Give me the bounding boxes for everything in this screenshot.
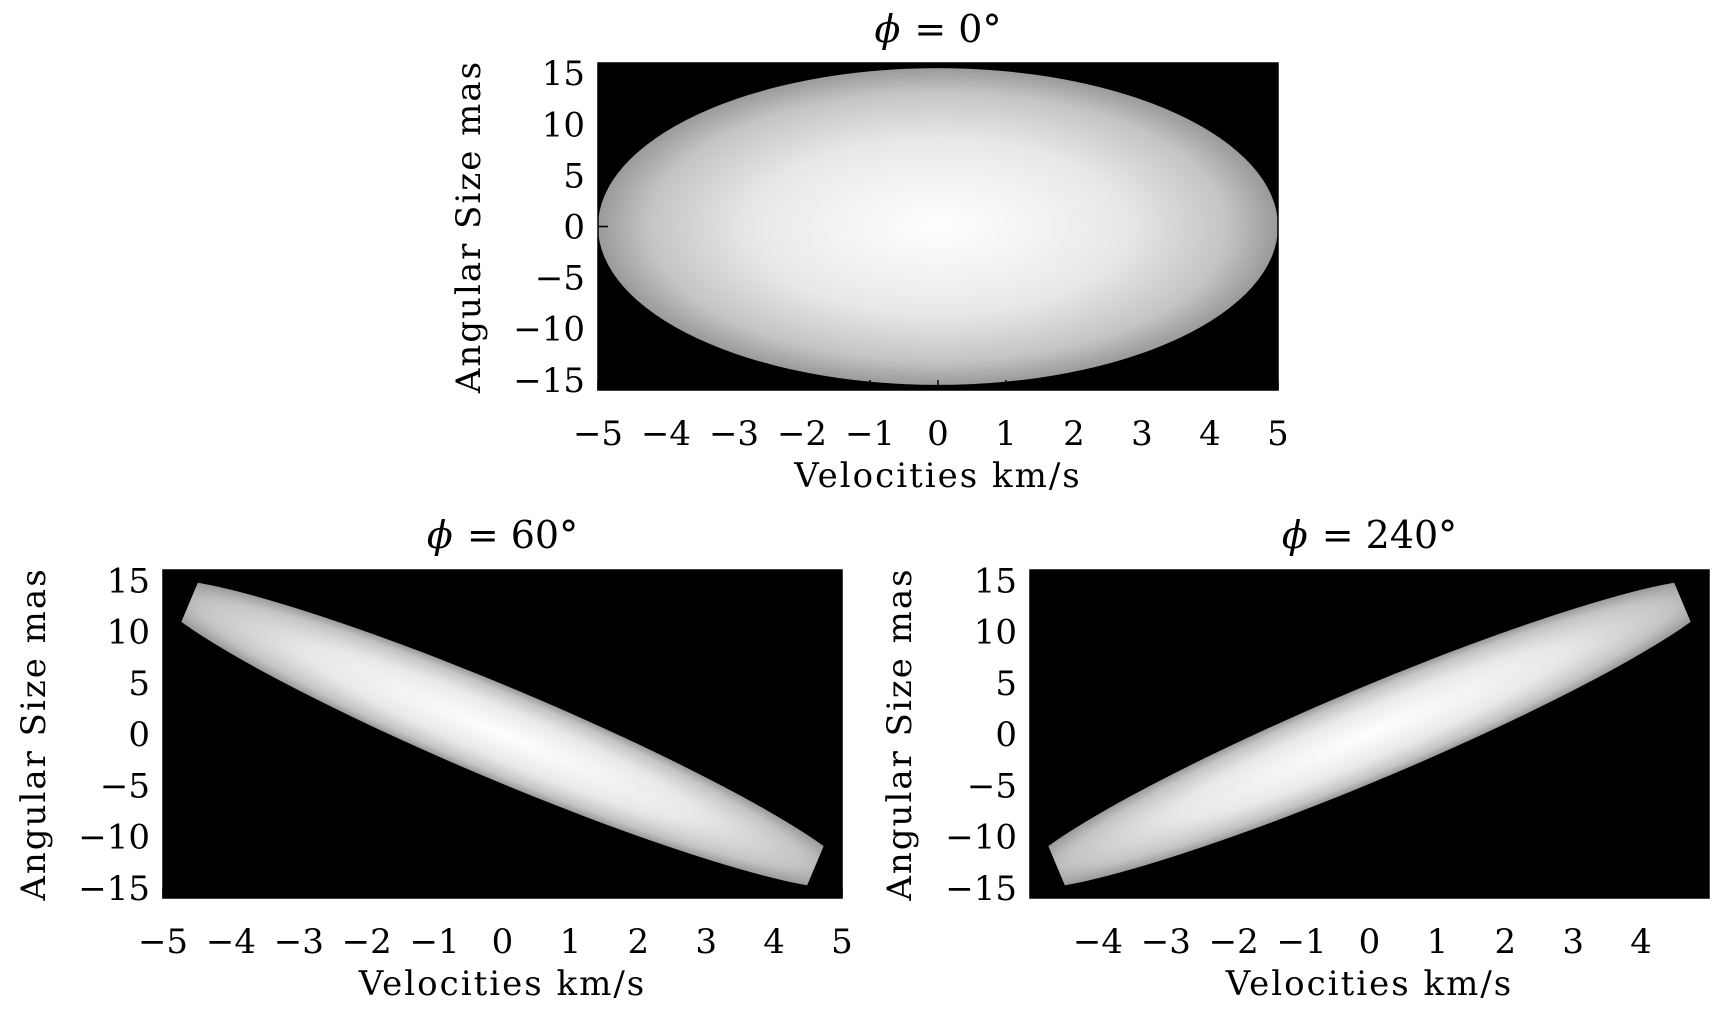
x-tick-label: −4 [1073, 922, 1123, 962]
x-tick-label: 0 [492, 922, 514, 962]
x-axis-label: Velocities km/s [793, 456, 1081, 496]
x-tick-label: −3 [709, 414, 759, 454]
y-tick-label: 15 [542, 54, 585, 94]
x-tick-label: 4 [1199, 414, 1221, 454]
y-tick-label: −5 [967, 766, 1017, 806]
title-symbol: ϕ [427, 513, 453, 557]
y-tick-label: −15 [78, 869, 150, 909]
x-tick-label: 3 [1131, 414, 1153, 454]
x-tick-label: −3 [274, 922, 324, 962]
x-tick-label: −5 [573, 414, 623, 454]
x-tick-label: 4 [1630, 922, 1652, 962]
title-value: = 60° [467, 513, 578, 557]
title-value: = 240° [1322, 513, 1457, 557]
title-value: = 0° [914, 7, 1001, 51]
y-tick-label: −10 [513, 310, 585, 350]
y-tick-label: 15 [974, 561, 1017, 601]
x-axis-label: Velocities km/s [1225, 964, 1513, 1004]
x-axis-label: Velocities km/s [358, 964, 646, 1004]
y-axis-label: Angular Size mas [449, 60, 489, 394]
x-tick-label: 0 [927, 414, 949, 454]
y-tick-label: 0 [563, 208, 585, 248]
x-tick-label: 1 [560, 922, 582, 962]
y-tick-label: 5 [563, 156, 585, 196]
intensity-ellipse-1 [148, 579, 857, 889]
y-tick-label: −15 [945, 869, 1017, 909]
x-tick-label: −4 [206, 922, 256, 962]
x-tick-label: −3 [1141, 922, 1191, 962]
y-tick-label: −15 [513, 361, 585, 401]
y-tick-label: −10 [945, 818, 1017, 858]
x-tick-label: −4 [641, 414, 691, 454]
y-tick-label: −10 [78, 818, 150, 858]
x-tick-label: −1 [1277, 922, 1327, 962]
y-axis-label: Angular Size mas [14, 567, 54, 901]
panel-title-0: ϕ = 0° [874, 7, 1001, 51]
y-tick-label: −5 [100, 766, 150, 806]
y-axis-label: Angular Size mas [880, 567, 920, 901]
x-tick-label: 5 [1267, 414, 1289, 454]
y-tick-label: 5 [995, 664, 1017, 704]
x-tick-label: 2 [1063, 414, 1085, 454]
x-tick-label: −1 [845, 414, 895, 454]
x-tick-label: 5 [831, 922, 853, 962]
x-tick-label: −2 [342, 922, 392, 962]
y-tick-label: 0 [128, 715, 150, 755]
panel-title-2: ϕ = 240° [1282, 513, 1457, 557]
x-tick-label: −2 [777, 414, 827, 454]
x-tick-label: 1 [1427, 922, 1449, 962]
x-tick-label: 2 [627, 922, 649, 962]
y-tick-label: 15 [107, 561, 150, 601]
x-tick-label: 3 [695, 922, 717, 962]
panel-title-1: ϕ = 60° [427, 513, 578, 557]
x-tick-label: −5 [138, 922, 188, 962]
x-tick-label: 0 [1359, 922, 1381, 962]
y-tick-label: 0 [995, 715, 1017, 755]
y-tick-label: 10 [542, 105, 585, 145]
x-tick-label: −2 [1209, 922, 1259, 962]
y-tick-label: 10 [974, 613, 1017, 653]
intensity-ellipse-0 [598, 68, 1278, 385]
y-tick-label: 5 [128, 664, 150, 704]
y-tick-label: −5 [535, 259, 585, 299]
x-tick-label: 2 [1494, 922, 1516, 962]
x-tick-label: 1 [995, 414, 1017, 454]
y-tick-label: 10 [107, 613, 150, 653]
x-tick-label: 3 [1562, 922, 1584, 962]
x-tick-label: 4 [763, 922, 785, 962]
intensity-ellipse-2 [1015, 579, 1717, 889]
title-symbol: ϕ [1282, 513, 1308, 557]
title-symbol: ϕ [874, 7, 900, 51]
x-tick-label: −1 [410, 922, 460, 962]
